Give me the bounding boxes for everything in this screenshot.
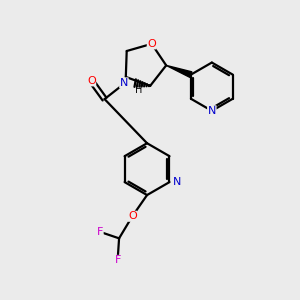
- Text: N: N: [208, 106, 216, 116]
- Text: O: O: [147, 39, 156, 49]
- Text: O: O: [87, 76, 96, 86]
- Polygon shape: [166, 65, 192, 77]
- Text: H: H: [135, 85, 142, 95]
- Text: N: N: [172, 177, 181, 187]
- Text: O: O: [128, 211, 137, 221]
- Text: N: N: [120, 78, 128, 88]
- Text: F: F: [114, 255, 121, 266]
- Text: F: F: [97, 227, 103, 237]
